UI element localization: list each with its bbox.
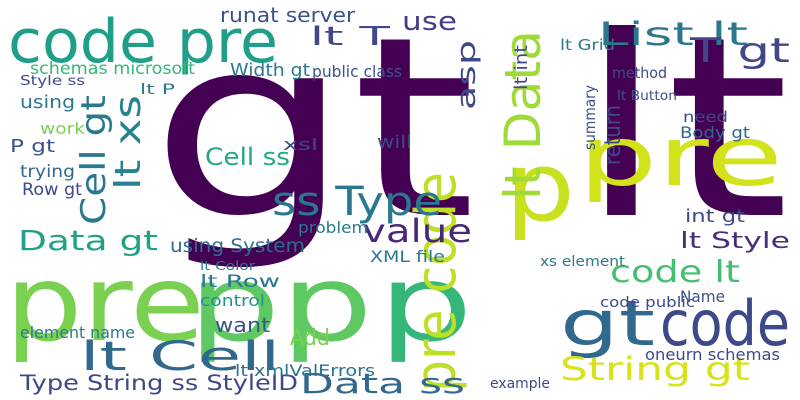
word: ss Type xyxy=(272,179,442,225)
word: xsl xyxy=(283,135,318,154)
word: code xyxy=(660,287,790,360)
word: Style ss xyxy=(20,74,85,89)
word: lt int xyxy=(511,45,532,90)
word: Width gt xyxy=(230,60,310,81)
word: element name xyxy=(20,323,135,342)
word: problem xyxy=(298,218,368,237)
word: asp xyxy=(452,40,482,110)
word: gt xyxy=(560,287,655,360)
word: Type String ss StyleID xyxy=(19,371,298,395)
word: using xyxy=(20,92,75,113)
word: pre xyxy=(5,243,205,365)
word: lt Style xyxy=(680,229,790,254)
word: lt Row xyxy=(200,272,280,292)
word: lt xs xyxy=(108,95,149,190)
word: lt xmlValErrors xyxy=(235,361,375,380)
word: Cell gt xyxy=(74,95,114,225)
word: p xyxy=(378,243,473,365)
word: lt Color xyxy=(200,259,255,273)
word: Add xyxy=(290,326,330,351)
word: Data gt xyxy=(18,224,158,257)
word: lt P xyxy=(140,82,175,98)
word: P gt xyxy=(10,136,55,157)
word: XML file xyxy=(370,247,445,266)
word: use xyxy=(402,7,457,37)
word: Body gt xyxy=(680,123,750,142)
word: using System xyxy=(170,235,305,257)
word: code pre xyxy=(8,7,278,77)
word: code public xyxy=(600,295,695,311)
word: return xyxy=(601,105,626,165)
word: public class xyxy=(312,62,402,81)
word: lt Cell xyxy=(80,334,280,380)
word: Cell ss xyxy=(205,143,290,171)
word: method xyxy=(612,64,667,82)
word: runat server xyxy=(220,3,356,27)
word: control xyxy=(200,291,265,310)
word: trying xyxy=(20,162,75,182)
word: lt T xyxy=(310,22,390,52)
word: pre xyxy=(578,110,783,205)
word: will xyxy=(377,132,412,153)
word: int gt xyxy=(685,206,745,227)
word: example xyxy=(490,376,550,392)
word: pp xyxy=(188,243,373,365)
word: lt Data xyxy=(494,30,552,200)
word: summary xyxy=(581,85,599,150)
word: List lt xyxy=(598,15,748,53)
word: schemas microsoft xyxy=(30,59,195,79)
word: need xyxy=(683,108,728,126)
word: String gt xyxy=(560,350,750,388)
word: lt Button xyxy=(617,89,677,104)
word: Name xyxy=(680,287,725,306)
word: code lt xyxy=(610,255,740,290)
word: gt lt xyxy=(150,0,790,274)
word: Data ss xyxy=(300,367,465,400)
word: T gt xyxy=(688,31,790,71)
word: want xyxy=(215,313,270,337)
word: p xyxy=(505,133,575,243)
word: pre code xyxy=(404,172,469,392)
word: Row gt xyxy=(22,180,82,200)
word: oneurn schemas xyxy=(645,345,780,364)
word: work xyxy=(40,119,86,138)
word: lt Grid xyxy=(560,36,615,54)
word: xs element xyxy=(540,254,626,270)
word: value xyxy=(362,212,472,250)
